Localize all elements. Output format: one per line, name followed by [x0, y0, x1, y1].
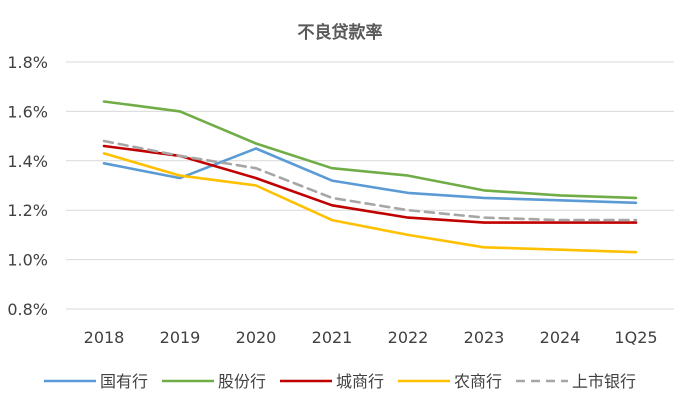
- series-line-国有行: [102, 147, 638, 205]
- x-tick-label: 2020: [236, 328, 277, 347]
- x-tick-label: 2019: [160, 328, 201, 347]
- y-tick-label: 0.8%: [7, 300, 48, 319]
- x-tick-label: 1Q25: [614, 328, 657, 347]
- legend: 国有行 股份行 城商行 农商行 上市银行: [44, 372, 636, 391]
- y-axis-ticks: 0.8% 1.0% 1.2% 1.4% 1.6% 1.8%: [7, 53, 48, 319]
- legend-label: 上市银行: [572, 372, 636, 391]
- legend-label: 城商行: [336, 372, 384, 391]
- x-axis-ticks: 2018 2019 2020 2021 2022 2023 2024 1Q25: [84, 328, 658, 347]
- x-tick-label: 2024: [540, 328, 581, 347]
- y-tick-label: 1.8%: [7, 53, 48, 72]
- series-line-城商行: [102, 144, 638, 224]
- chart-title: 不良贷款率: [298, 22, 383, 43]
- series-line-上市银行: [102, 139, 638, 222]
- x-tick-label: 2022: [388, 328, 429, 347]
- y-tick-label: 1.6%: [7, 102, 48, 121]
- series-line-股份行: [102, 100, 638, 200]
- y-tick-label: 1.4%: [7, 152, 48, 171]
- x-tick-label: 2023: [464, 328, 505, 347]
- series-line-农商行: [102, 152, 638, 254]
- y-tick-label: 1.2%: [7, 201, 48, 220]
- series-lines: [102, 100, 638, 254]
- x-tick-label: 2018: [84, 328, 125, 347]
- legend-label: 国有行: [100, 372, 148, 391]
- x-tick-label: 2021: [312, 328, 353, 347]
- legend-label: 农商行: [454, 372, 502, 391]
- legend-label: 股份行: [218, 372, 266, 391]
- y-tick-label: 1.0%: [7, 251, 48, 270]
